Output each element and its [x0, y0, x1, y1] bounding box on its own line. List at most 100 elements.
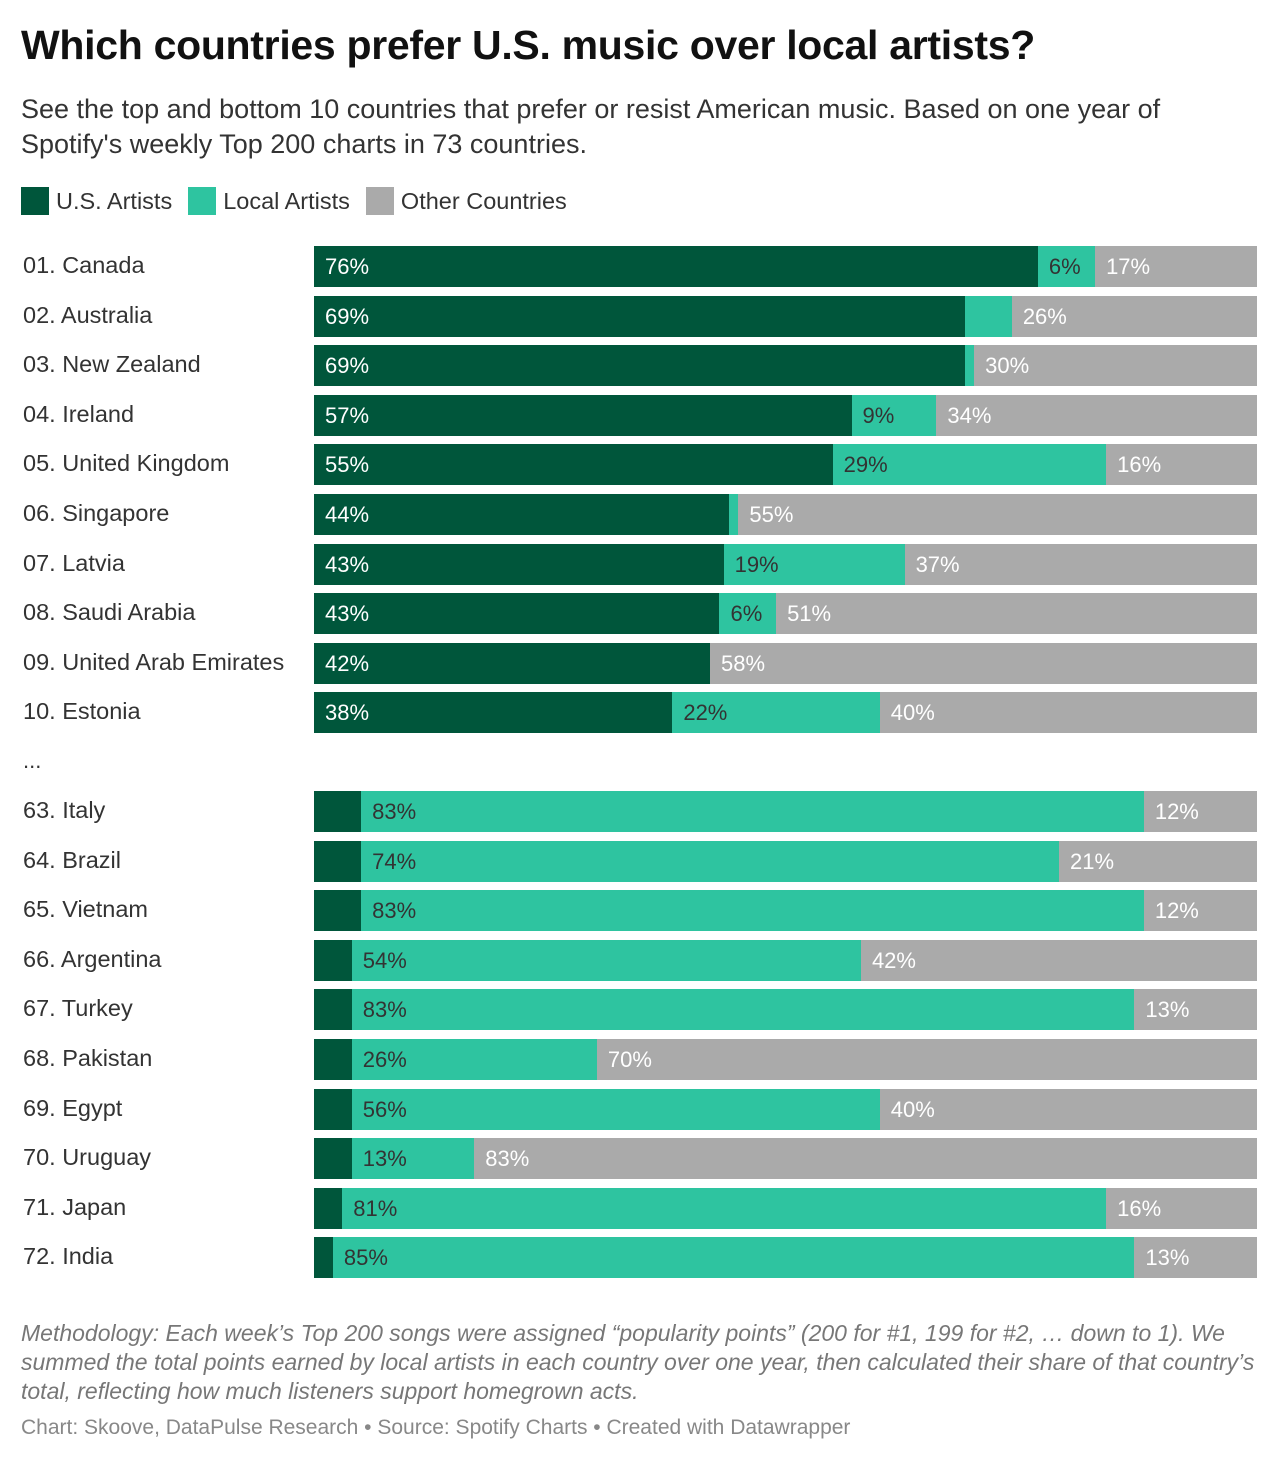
value-label: 6%: [1048, 254, 1081, 279]
bar-segment-us: [314, 840, 362, 882]
bar-segment-us: [314, 246, 1038, 287]
value-label: 13%: [362, 1146, 407, 1172]
bar-segment-other: [776, 593, 1257, 635]
bar-segment-local: [361, 791, 1144, 832]
value-label: 13%: [1145, 997, 1190, 1023]
bar-segment-other: [974, 345, 1257, 387]
country-label: 68. Pakistan: [23, 1045, 153, 1071]
value-label: 55%: [749, 502, 794, 527]
value-label: 83%: [485, 1146, 530, 1172]
value-label: 16%: [1117, 1195, 1162, 1221]
legend-item: U.S. Artists: [21, 187, 172, 215]
value-label: 81%: [353, 1195, 398, 1221]
value-label: 30%: [985, 353, 1030, 379]
value-label: 42%: [871, 947, 916, 973]
bar-segment-local: [964, 295, 1012, 337]
bar-segment-local: [719, 593, 777, 635]
value-label: 83%: [362, 997, 407, 1023]
bar-segment-us: [314, 543, 724, 585]
value-label: 74%: [372, 848, 417, 874]
bar-segment-other: [1106, 444, 1257, 486]
value-label: 38%: [325, 700, 370, 726]
country-label: 09. United Arab Emirates: [23, 648, 285, 675]
bar-segment-us: [314, 593, 720, 635]
bar-segment-other: [860, 939, 1257, 981]
value-label: 37%: [915, 551, 960, 577]
value-label: 42%: [325, 650, 370, 676]
bar-segment-local: [672, 692, 880, 734]
value-label: 76%: [325, 254, 370, 279]
country-label: 06. Singapore: [23, 500, 170, 526]
bar-segment-other: [710, 642, 1257, 684]
country-label: 04. Ireland: [23, 400, 135, 427]
value-label: 26%: [1022, 303, 1067, 329]
bar-segment-us: [314, 394, 852, 436]
gap-ellipsis: ...: [23, 748, 42, 773]
bar-segment-local: [351, 989, 1135, 1031]
bar-segment-other: [904, 543, 1257, 585]
bar-segment-local: [964, 345, 975, 387]
value-label: 34%: [947, 402, 992, 428]
bar-segment-local: [728, 494, 739, 535]
value-label: 51%: [787, 601, 832, 627]
value-label: 9%: [862, 402, 895, 428]
bar-segment-us: [314, 1237, 333, 1279]
value-label: 83%: [372, 799, 417, 824]
country-label: 02. Australia: [23, 301, 153, 328]
country-label: 69. Egypt: [23, 1094, 123, 1121]
legend-swatch: [365, 187, 394, 215]
bar-segment-local: [361, 840, 1059, 882]
bar-segment-us: [314, 1088, 352, 1130]
bar-segment-other: [936, 394, 1257, 436]
legend-item: Other Countries: [365, 187, 567, 215]
value-label: 21%: [1069, 848, 1115, 874]
bar-segment-us: [314, 1187, 343, 1229]
value-label: 83%: [372, 898, 417, 924]
value-label: 16%: [1117, 452, 1162, 478]
legend-label: Other Countries: [400, 187, 567, 214]
country-label: 10. Estonia: [23, 698, 141, 725]
bar-segment-other: [1095, 246, 1257, 287]
value-label: 57%: [325, 402, 370, 428]
bar-segment-other: [1143, 791, 1257, 832]
country-label: 05. United Kingdom: [23, 450, 230, 477]
country-label: 64. Brazil: [23, 846, 121, 873]
value-label: 43%: [325, 551, 370, 577]
value-label: 12%: [1154, 799, 1199, 824]
chart-subtitle: See the top and bottom 10 countries that…: [21, 94, 1161, 159]
bar-segment-us: [314, 1138, 352, 1180]
country-label: 03. New Zealand: [23, 351, 201, 378]
country-label: 66. Argentina: [23, 945, 162, 972]
bar-segment-local: [351, 1088, 880, 1130]
bar-segment-other: [474, 1138, 1257, 1180]
bar-segment-other: [1143, 890, 1257, 932]
value-label: 54%: [362, 947, 407, 973]
legend-swatch: [188, 187, 217, 215]
value-label: 44%: [325, 502, 370, 527]
methodology-note: Methodology: Each week’s Top 200 songs w…: [21, 1320, 1255, 1404]
bar-segment-other: [738, 494, 1257, 535]
value-label: 13%: [1145, 1245, 1190, 1271]
country-label: 07. Latvia: [23, 549, 125, 576]
chart-title: Which countries prefer U.S. music over l…: [21, 22, 1035, 68]
bar-segment-us: [314, 939, 352, 981]
bar-segment-local: [332, 1237, 1135, 1279]
country-label: 70. Uruguay: [23, 1144, 152, 1171]
bar-segment-local: [342, 1187, 1107, 1229]
bar-segment-other: [1134, 989, 1257, 1031]
bar-segment-local: [351, 1039, 597, 1080]
bar-segment-local: [351, 1138, 475, 1180]
value-label: 29%: [843, 452, 888, 478]
bar-segment-local: [1037, 246, 1096, 287]
legend-swatch: [21, 187, 49, 215]
bar-segment-other: [1058, 840, 1257, 882]
country-label: 71. Japan: [23, 1193, 127, 1220]
value-label: 69%: [325, 303, 370, 329]
value-label: 6%: [730, 601, 763, 627]
bar-segment-local: [723, 543, 905, 585]
country-label: 63. Italy: [23, 797, 106, 823]
bar-segment-us: [314, 890, 362, 932]
bar-segment-us: [314, 444, 833, 486]
value-label: 58%: [721, 650, 766, 676]
value-label: 22%: [683, 700, 728, 726]
